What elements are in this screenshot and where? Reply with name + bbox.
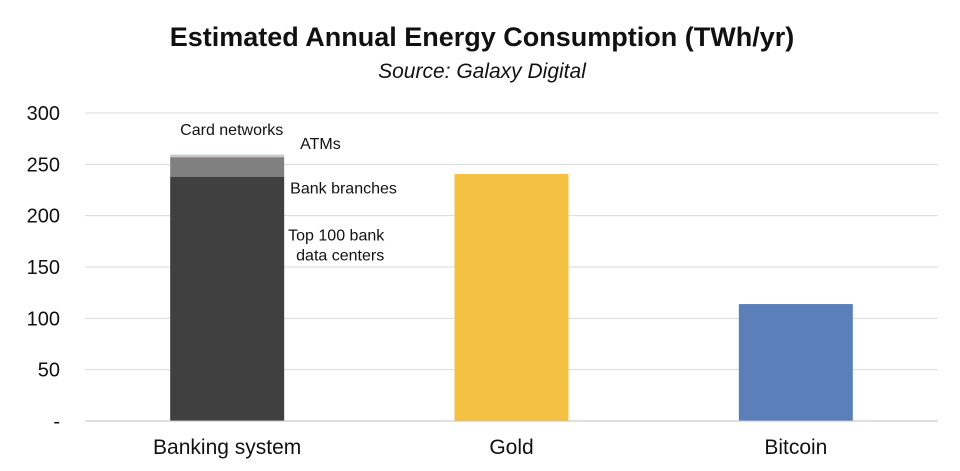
bar-bitcoin — [738, 304, 853, 421]
chart-subtitle: Source: Galaxy Digital — [378, 60, 587, 83]
x-category-label: Gold — [489, 436, 533, 459]
y-tick-label: - — [53, 411, 60, 433]
y-tick-label: 250 — [27, 154, 60, 176]
y-axis-ticks: - 50 100 150 200 250 300 — [27, 103, 60, 433]
y-tick-label: 300 — [27, 103, 60, 125]
y-tick-label: 150 — [27, 257, 60, 279]
segment-label: ATMs — [300, 136, 341, 153]
segment-label: Top 100 bank data centers — [288, 228, 385, 265]
segment-label: Card networks — [180, 122, 283, 139]
segment-label: Bank branches — [290, 181, 397, 198]
bar-segment-top-100-bank-data-centers — [170, 176, 285, 421]
chart-title: Estimated Annual Energy Consumption (TWh… — [170, 22, 795, 52]
bar-segment-atms — [170, 154, 285, 158]
x-category-label: Banking system — [153, 436, 301, 459]
y-tick-label: 50 — [38, 360, 60, 382]
x-axis-categories: Banking system Gold Bitcoin — [153, 436, 827, 459]
bars — [170, 154, 853, 421]
bar-segment-bank-branches — [170, 157, 285, 177]
annotations: Top 100 bank data centers Bank branches ATM… — [180, 122, 397, 264]
y-tick-label: 100 — [27, 308, 60, 330]
y-tick-label: 200 — [27, 206, 60, 228]
bar-segment-card-networks — [170, 154, 285, 155]
x-category-label: Bitcoin — [764, 436, 827, 459]
bar-gold — [454, 173, 569, 421]
